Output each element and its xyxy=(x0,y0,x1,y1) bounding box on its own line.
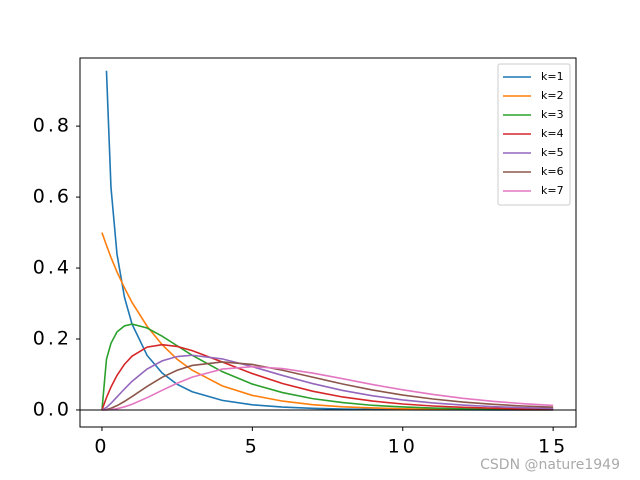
x-tick-label: 10 xyxy=(388,436,418,458)
plot-frame xyxy=(79,57,577,428)
y-tick-label: 0.0 xyxy=(33,398,72,420)
legend-label: k=7 xyxy=(541,184,564,197)
legend-label: k=1 xyxy=(541,70,564,83)
line-series xyxy=(101,354,554,411)
x-tick-label: 0 xyxy=(94,436,109,458)
line-series xyxy=(105,70,554,411)
legend-label: k=6 xyxy=(541,165,564,178)
line-series xyxy=(101,323,554,411)
watermark: CSDN @nature1949 xyxy=(480,457,620,473)
y-tick-label: 0.4 xyxy=(33,257,72,279)
line-series xyxy=(101,361,554,411)
y-tick-label: 0.6 xyxy=(33,186,72,208)
legend-label: k=2 xyxy=(541,89,564,102)
legend-label: k=3 xyxy=(541,108,564,121)
legend-label: k=4 xyxy=(541,127,564,140)
legend-box xyxy=(497,63,571,206)
y-tick-label: 0.2 xyxy=(33,328,72,350)
line-series xyxy=(101,232,554,411)
x-tick-label: 5 xyxy=(245,436,260,458)
legend-label: k=5 xyxy=(541,146,564,159)
line-series xyxy=(101,365,554,411)
y-tick-label: 0.8 xyxy=(33,115,72,137)
x-tick-label: 15 xyxy=(538,436,568,458)
